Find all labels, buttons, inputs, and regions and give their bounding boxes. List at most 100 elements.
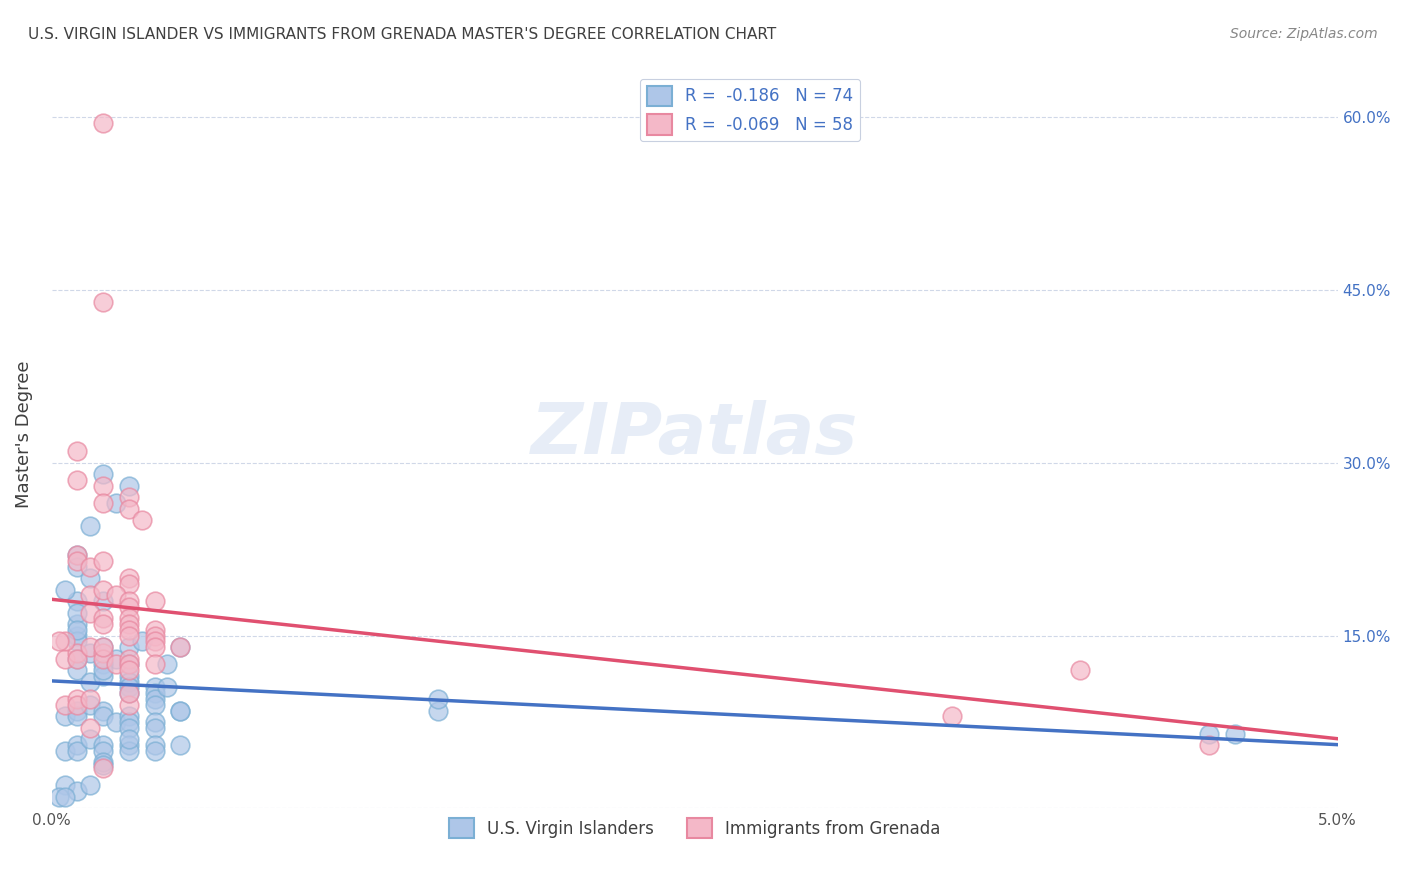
- Point: [118, 714, 141, 729]
- Point: [118, 657, 141, 672]
- Point: [118, 674, 141, 689]
- Point: [1198, 738, 1220, 752]
- Point: [143, 640, 166, 655]
- Point: [118, 617, 141, 632]
- Point: [91, 617, 114, 632]
- Point: [91, 761, 114, 775]
- Point: [118, 479, 141, 493]
- Point: [66, 704, 89, 718]
- Point: [79, 571, 101, 585]
- Point: [143, 623, 166, 637]
- Y-axis label: Master's Degree: Master's Degree: [15, 360, 32, 508]
- Point: [79, 519, 101, 533]
- Point: [79, 778, 101, 792]
- Point: [53, 634, 76, 648]
- Point: [91, 479, 114, 493]
- Point: [66, 646, 89, 660]
- Point: [79, 646, 101, 660]
- Point: [53, 744, 76, 758]
- Point: [66, 617, 89, 632]
- Point: [118, 721, 141, 735]
- Text: Source: ZipAtlas.com: Source: ZipAtlas.com: [1230, 27, 1378, 41]
- Point: [66, 548, 89, 562]
- Point: [91, 582, 114, 597]
- Point: [91, 669, 114, 683]
- Point: [53, 582, 76, 597]
- Point: [53, 709, 76, 723]
- Point: [91, 554, 114, 568]
- Point: [66, 709, 89, 723]
- Point: [143, 714, 166, 729]
- Point: [53, 789, 76, 804]
- Point: [118, 657, 141, 672]
- Point: [91, 611, 114, 625]
- Point: [91, 704, 114, 718]
- Point: [66, 606, 89, 620]
- Point: [53, 698, 76, 712]
- Point: [91, 651, 114, 665]
- Point: [118, 709, 141, 723]
- Point: [169, 704, 191, 718]
- Point: [66, 692, 89, 706]
- Point: [79, 721, 101, 735]
- Point: [143, 657, 166, 672]
- Point: [91, 467, 114, 482]
- Point: [105, 714, 128, 729]
- Point: [66, 444, 89, 458]
- Point: [66, 559, 89, 574]
- Point: [118, 681, 141, 695]
- Point: [91, 757, 114, 772]
- Point: [91, 744, 114, 758]
- Point: [426, 704, 449, 718]
- Point: [118, 651, 141, 665]
- Point: [143, 721, 166, 735]
- Point: [143, 692, 166, 706]
- Point: [143, 681, 166, 695]
- Point: [66, 663, 89, 677]
- Point: [91, 640, 114, 655]
- Point: [79, 559, 101, 574]
- Point: [143, 686, 166, 700]
- Point: [79, 588, 101, 602]
- Point: [143, 698, 166, 712]
- Point: [48, 789, 70, 804]
- Point: [79, 640, 101, 655]
- Point: [91, 294, 114, 309]
- Point: [66, 623, 89, 637]
- Point: [131, 513, 153, 527]
- Point: [91, 594, 114, 608]
- Point: [91, 116, 114, 130]
- Legend: U.S. Virgin Islanders, Immigrants from Grenada: U.S. Virgin Islanders, Immigrants from G…: [441, 812, 948, 845]
- Point: [169, 640, 191, 655]
- Point: [66, 651, 89, 665]
- Point: [118, 669, 141, 683]
- Point: [79, 698, 101, 712]
- Point: [118, 686, 141, 700]
- Point: [169, 640, 191, 655]
- Point: [118, 623, 141, 637]
- Point: [118, 599, 141, 614]
- Text: ZIPatlas: ZIPatlas: [531, 400, 859, 468]
- Point: [66, 651, 89, 665]
- Point: [118, 640, 141, 655]
- Point: [91, 663, 114, 677]
- Point: [143, 744, 166, 758]
- Point: [1069, 663, 1091, 677]
- Point: [66, 594, 89, 608]
- Point: [79, 692, 101, 706]
- Point: [79, 674, 101, 689]
- Point: [66, 784, 89, 798]
- Point: [91, 640, 114, 655]
- Point: [118, 738, 141, 752]
- Point: [79, 606, 101, 620]
- Point: [143, 738, 166, 752]
- Point: [169, 704, 191, 718]
- Point: [143, 634, 166, 648]
- Point: [118, 698, 141, 712]
- Point: [66, 744, 89, 758]
- Point: [105, 588, 128, 602]
- Point: [91, 709, 114, 723]
- Point: [118, 571, 141, 585]
- Point: [426, 692, 449, 706]
- Point: [53, 778, 76, 792]
